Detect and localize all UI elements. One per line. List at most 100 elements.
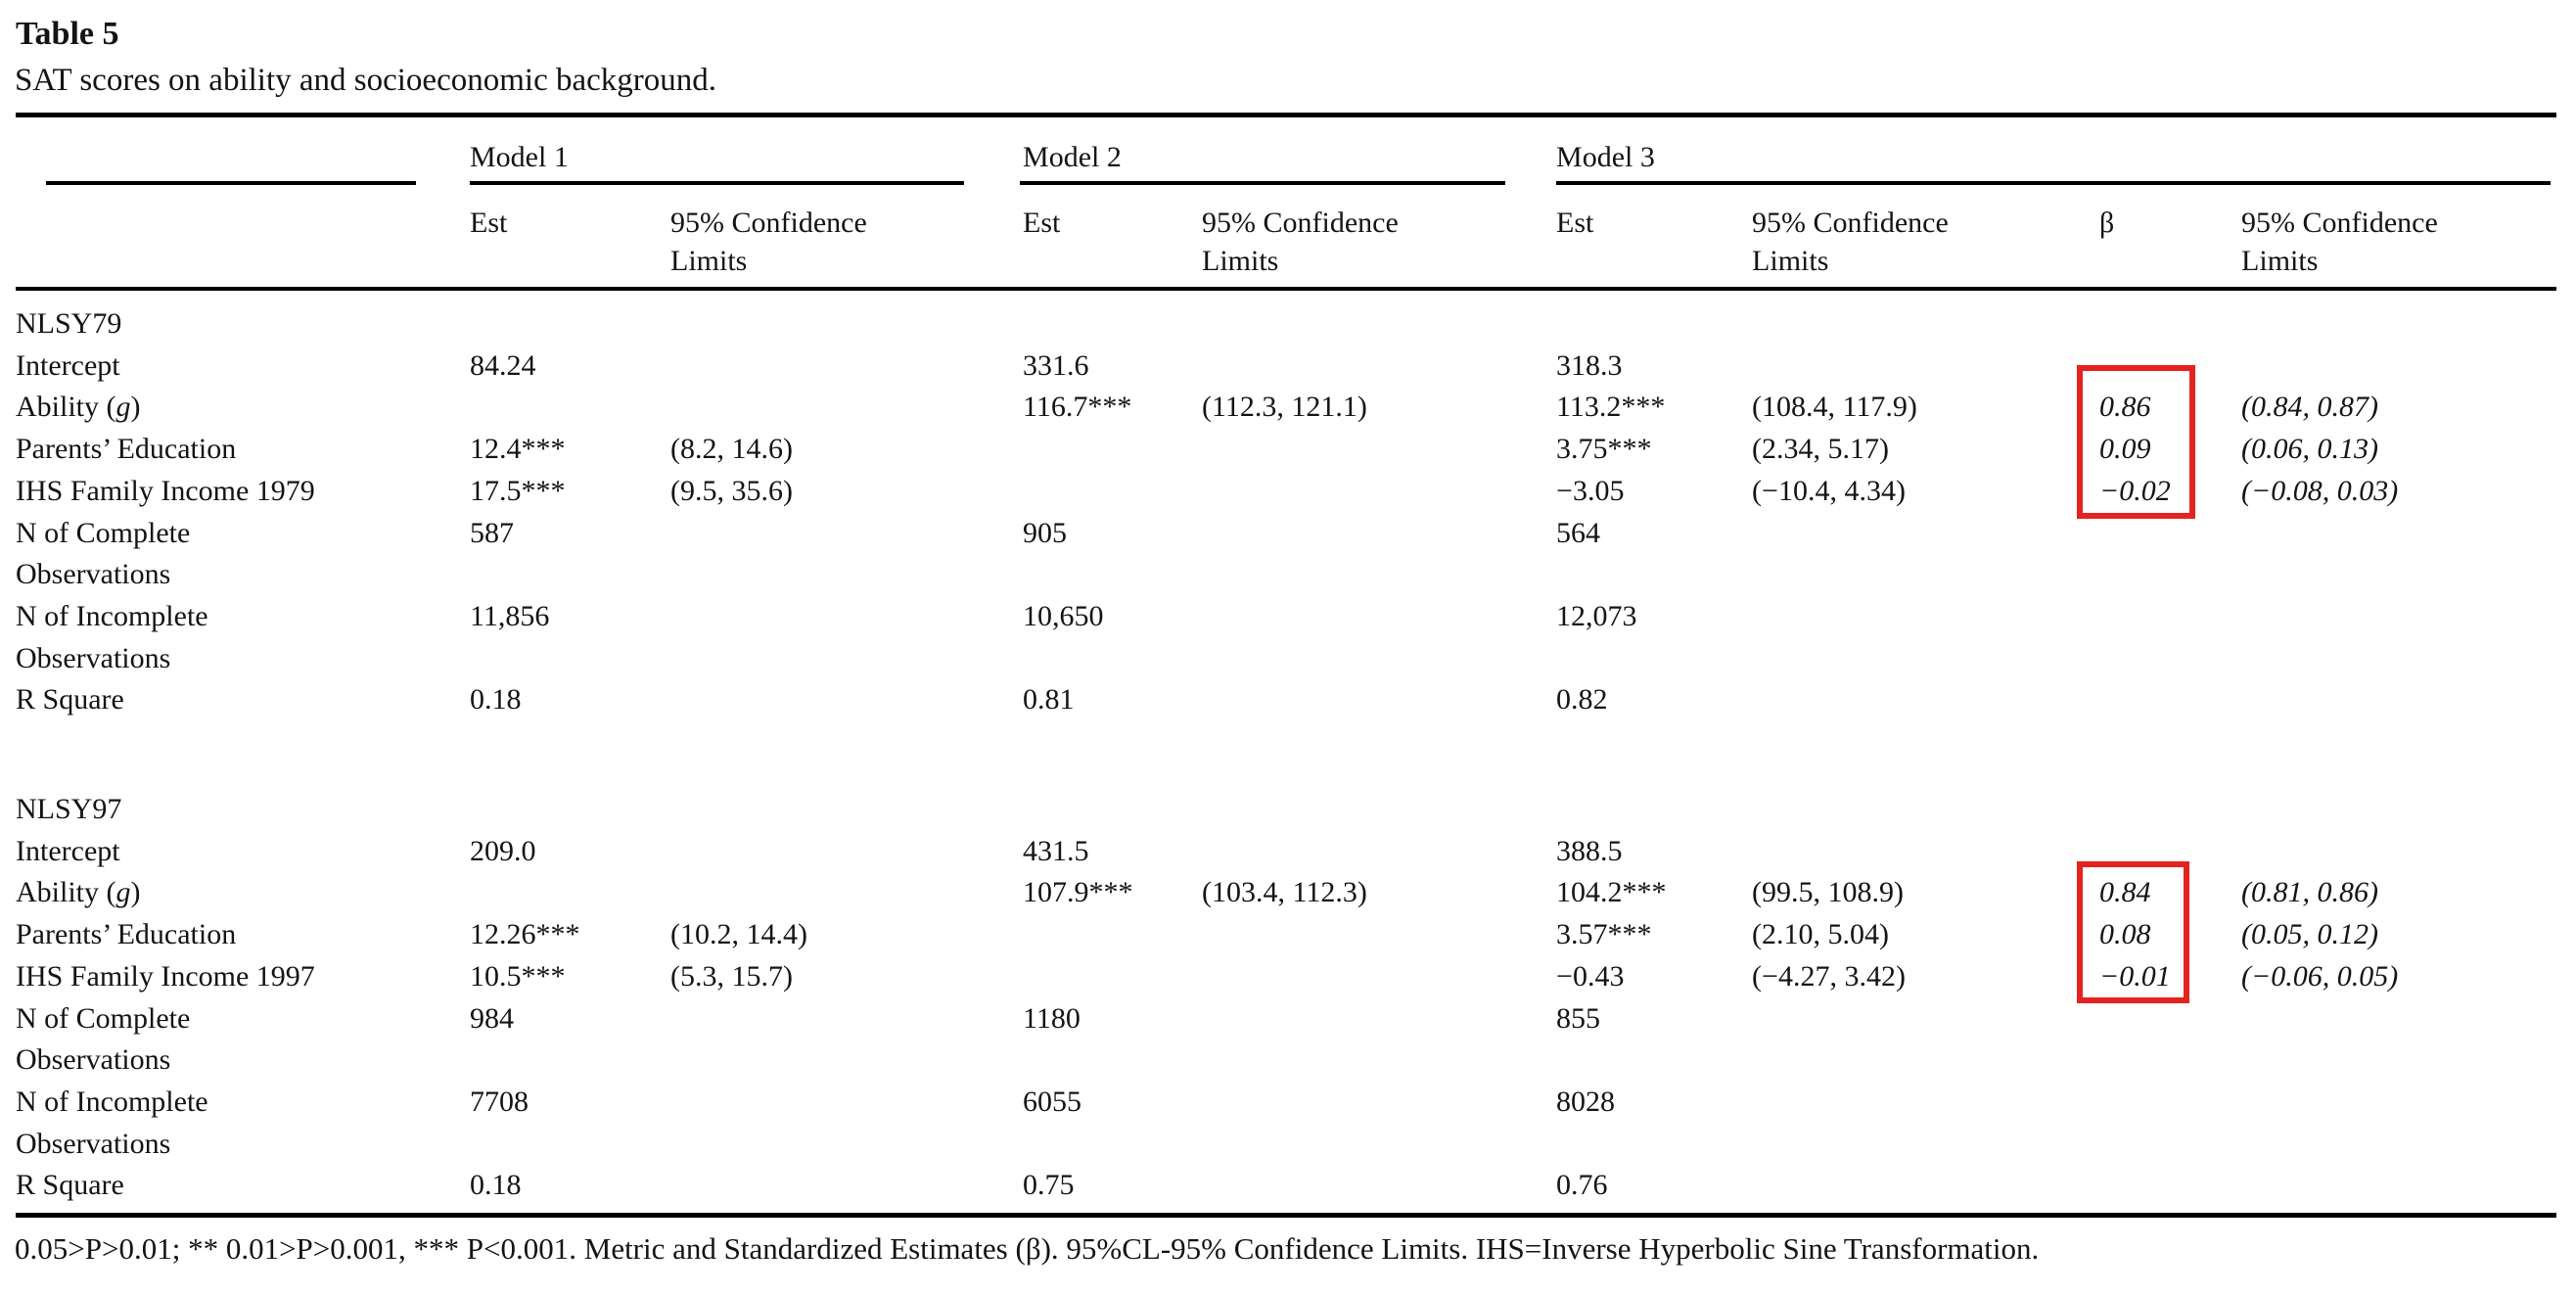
label-g-italic: g — [115, 876, 131, 909]
cl-line1: 95% Confidence — [1202, 207, 1399, 239]
m3-n-value: 855 — [1556, 1001, 1601, 1035]
m2-rsq-value: 0.75 — [1023, 1169, 1075, 1202]
m3-est-header: Est — [1556, 207, 1594, 239]
table-row: Intercept 209.0 431.5 388.5 — [16, 831, 2556, 873]
empty-cell — [16, 185, 470, 287]
empty-cell — [2241, 346, 2556, 388]
beta-cl-header: 95% Confidence Limits — [2241, 185, 2556, 287]
label-text: ) — [130, 391, 141, 424]
empty-cell — [1752, 831, 2099, 873]
empty-cell — [1023, 956, 1202, 998]
beta-cl-value: (0.84, 0.87) — [2241, 391, 2379, 424]
empty-cell — [1202, 831, 1556, 873]
row-label: N of Complete — [16, 1001, 191, 1035]
row-label: Intercept — [16, 834, 120, 867]
table-row: R Square 0.18 0.81 0.82 — [16, 679, 2556, 721]
m3-cl-value: (−10.4, 4.34) — [1752, 474, 1906, 507]
label-g-italic: g — [115, 391, 131, 424]
empty-cell — [16, 287, 2556, 303]
empty-cell — [1202, 429, 1556, 471]
top-rule — [16, 113, 2556, 117]
row-label-continuation: Observations — [16, 1043, 171, 1077]
label-continuation-row: Observations — [16, 638, 2556, 680]
row-label: Parents’ Education — [16, 433, 237, 466]
m2-cl-value: (103.4, 112.3) — [1202, 876, 1367, 909]
m3-cl-value: (2.10, 5.04) — [1752, 918, 1890, 951]
table-caption: SAT scores on ability and socioeconomic … — [15, 63, 716, 98]
empty-cell — [670, 831, 1023, 873]
label-text: Ability ( — [16, 391, 116, 424]
m1-cl-value: (9.5, 35.6) — [670, 474, 793, 507]
m1-est-value: 209.0 — [470, 834, 536, 867]
m3-est-value: 3.57*** — [1556, 918, 1652, 951]
m1-rsq-value: 0.18 — [470, 683, 522, 716]
row-label: R Square — [16, 683, 124, 716]
row-label-continuation: Observations — [16, 641, 171, 674]
row-label-continuation: Observations — [16, 1127, 171, 1160]
section-name: NLSY79 — [16, 307, 122, 340]
m1-est-value: 84.24 — [470, 348, 536, 382]
empty-cell — [670, 387, 1023, 429]
label-text: ) — [130, 876, 141, 909]
empty-cell — [670, 346, 1023, 388]
table-row: N of Complete 587 905 564 — [16, 513, 2556, 555]
label-continuation-row: Observations — [16, 1040, 2556, 1082]
spacer-row — [16, 287, 2556, 303]
m1-est-value: 12.4*** — [470, 433, 566, 466]
m3-n-value: 12,073 — [1556, 599, 1637, 632]
m1-est-value: 10.5*** — [470, 959, 566, 993]
section-header-row: NLSY79 — [16, 303, 2556, 346]
m2-est-value: 116.7*** — [1023, 391, 1132, 424]
row-label: Parents’ Education — [16, 918, 237, 951]
m2-cl-value: (112.3, 121.1) — [1202, 391, 1367, 424]
row-label: Intercept — [16, 348, 120, 382]
empty-cell — [2241, 831, 2556, 873]
m2-est-header: Est — [1023, 207, 1061, 239]
m2-n-value: 905 — [1023, 516, 1068, 549]
beta-value: −0.02 — [2099, 474, 2171, 507]
section-gap-row — [16, 721, 2556, 789]
m1-est-value: 12.26*** — [470, 918, 580, 951]
beta-cl-value: (0.81, 0.86) — [2241, 876, 2379, 909]
cl-line2: Limits — [2241, 244, 2319, 277]
model3-spanner-rule — [1556, 181, 2551, 185]
m3-cl-value: (2.34, 5.17) — [1752, 433, 1890, 466]
m3-est-value: 113.2*** — [1556, 391, 1666, 424]
beta-value: −0.01 — [2099, 959, 2171, 993]
m1-n-value: 7708 — [470, 1085, 529, 1118]
model2-spanner-rule — [1020, 181, 1505, 185]
row-label: R Square — [16, 1169, 124, 1202]
table-row: Ability (g) 107.9*** (103.4, 112.3) 104.… — [16, 872, 2556, 914]
m3-cl-value: (99.5, 108.9) — [1752, 876, 1905, 909]
label-continuation-row: Observations — [16, 554, 2556, 596]
empty-cell — [16, 113, 470, 185]
m3-est-value: 3.75*** — [1556, 433, 1652, 466]
table-footnote: 0.05>P>0.01; ** 0.01>P>0.001, *** P<0.00… — [15, 1231, 2040, 1266]
cl-line2: Limits — [1752, 244, 1829, 277]
m1-est-header: Est — [470, 207, 508, 239]
empty-cell — [1202, 346, 1556, 388]
bottom-rule — [16, 1213, 2556, 1218]
regression-table: Model 1 Model 2 Model 3 Est 95% Confiden… — [16, 113, 2556, 1207]
row-label-continuation: Observations — [16, 558, 171, 591]
m2-est-value: 331.6 — [1023, 348, 1089, 382]
empty-cell — [1023, 471, 1202, 513]
cl-line1: 95% Confidence — [2241, 207, 2438, 239]
m2-est-value: 107.9*** — [1023, 876, 1133, 909]
m3-n-value: 564 — [1556, 516, 1601, 549]
table-row: N of Incomplete 11,856 10,650 12,073 — [16, 596, 2556, 638]
empty-cell — [470, 872, 670, 914]
m2-rsq-value: 0.81 — [1023, 683, 1075, 716]
m3-est-value: 104.2*** — [1556, 876, 1667, 909]
table-row: Parents’ Education 12.4*** (8.2, 14.6) 3… — [16, 429, 2556, 471]
empty-cell — [1023, 429, 1202, 471]
empty-cell — [1202, 471, 1556, 513]
table-row: Intercept 84.24 331.6 318.3 — [16, 346, 2556, 388]
row-label: N of Complete — [16, 516, 191, 549]
beta-cl-value: (0.06, 0.13) — [2241, 433, 2379, 466]
m3-est-value: −3.05 — [1556, 474, 1625, 507]
section-name: NLSY97 — [16, 793, 122, 826]
table-row: R Square 0.18 0.75 0.76 — [16, 1165, 2556, 1207]
m3-est-value: 318.3 — [1556, 348, 1623, 382]
beta-highlight-box-nlsy97 — [2077, 861, 2189, 1003]
